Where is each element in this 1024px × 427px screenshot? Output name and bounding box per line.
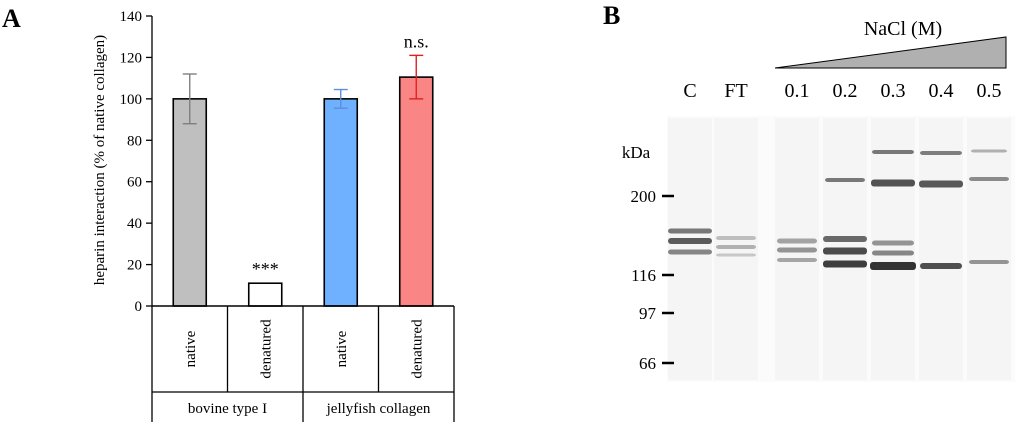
gel-band [716, 253, 756, 257]
gel-band [919, 180, 963, 188]
gel-band [872, 150, 914, 154]
bars: *** n.s. [172, 31, 434, 307]
gel-lane [919, 118, 963, 380]
gel-band [872, 240, 914, 246]
y-tick-label: 140 [120, 9, 143, 25]
gel-band [777, 258, 817, 262]
lane-label: FT [724, 80, 747, 102]
significance-annotation: *** [252, 259, 279, 279]
salt-gradient-wedge [774, 36, 1007, 69]
gel-band [920, 151, 962, 155]
significance-annotation: n.s. [404, 31, 429, 51]
panel-b-letter: B [603, 1, 620, 30]
marker-label: 66 [639, 354, 656, 373]
lane-label: 0.4 [929, 80, 954, 102]
x-category-label: denatured [409, 319, 425, 379]
gel-band [871, 179, 915, 187]
bar-chart: heparin interaction (% of native collage… [92, 9, 455, 422]
y-axis-label: heparin interaction (% of native collage… [92, 35, 108, 285]
gel-band [872, 250, 914, 256]
gel-band [668, 228, 712, 234]
gel-band [716, 236, 756, 240]
marker-label: 200 [631, 187, 657, 206]
lane-label: 0.5 [977, 80, 1002, 102]
marker-unit-label: kDa [622, 143, 651, 162]
x-category-label: native [334, 330, 350, 367]
y-tick-label: 0 [135, 299, 143, 315]
y-tick-label: 100 [120, 92, 143, 108]
x-category-label: native [183, 330, 199, 367]
gel-panel: NaCl (M) C FT 0.1 0.2 0.3 0.4 0.5 kDa 200 116 97… [622, 18, 1015, 382]
lane-label: C [683, 80, 696, 102]
gel-band [870, 262, 916, 270]
lane-label: 0.2 [833, 80, 858, 102]
y-tick-label: 60 [127, 175, 142, 191]
lane-labels: C FT 0.1 0.2 0.3 0.4 0.5 [683, 80, 1001, 102]
gel-band [777, 238, 817, 244]
y-tick-label: 20 [127, 258, 142, 274]
group-label: bovine type I [188, 401, 267, 417]
y-tick-label: 80 [127, 133, 142, 149]
gel-lane [668, 118, 712, 380]
y-ticks: 0 20 40 60 80 100 120 140 [120, 9, 152, 315]
gel-band [823, 247, 867, 255]
gel-band [825, 178, 865, 182]
bar [172, 98, 208, 307]
gel-band [668, 249, 712, 255]
x-category-label: denatured [258, 319, 274, 379]
group-label: jellyfish collagen [326, 401, 431, 417]
gel-band [668, 238, 712, 244]
marker-label: 116 [631, 266, 656, 285]
y-tick-label: 40 [127, 216, 142, 232]
gel-band [823, 260, 867, 268]
bar [323, 98, 359, 307]
marker-label: 97 [639, 304, 657, 323]
bar [247, 282, 283, 307]
panel-a-letter: A [2, 4, 21, 33]
lane-label: 0.3 [881, 80, 906, 102]
gel-lane [967, 118, 1011, 380]
gel-band [971, 149, 1007, 153]
nacl-label: NaCl (M) [864, 18, 942, 40]
gel-lane [871, 118, 915, 380]
lane-label: 0.1 [785, 80, 810, 102]
gel-band [969, 260, 1009, 264]
gel-band [777, 247, 817, 253]
gel-band [716, 245, 756, 249]
gel-band [920, 263, 962, 269]
size-markers: 200 116 97 66 [631, 187, 674, 373]
gel-bands [668, 118, 1011, 380]
gel-band [969, 177, 1009, 181]
bar [398, 76, 434, 307]
gel-band [823, 236, 867, 242]
y-tick-label: 120 [120, 50, 143, 66]
category-table: native denatured native denatured bovine typ… [151, 305, 455, 422]
